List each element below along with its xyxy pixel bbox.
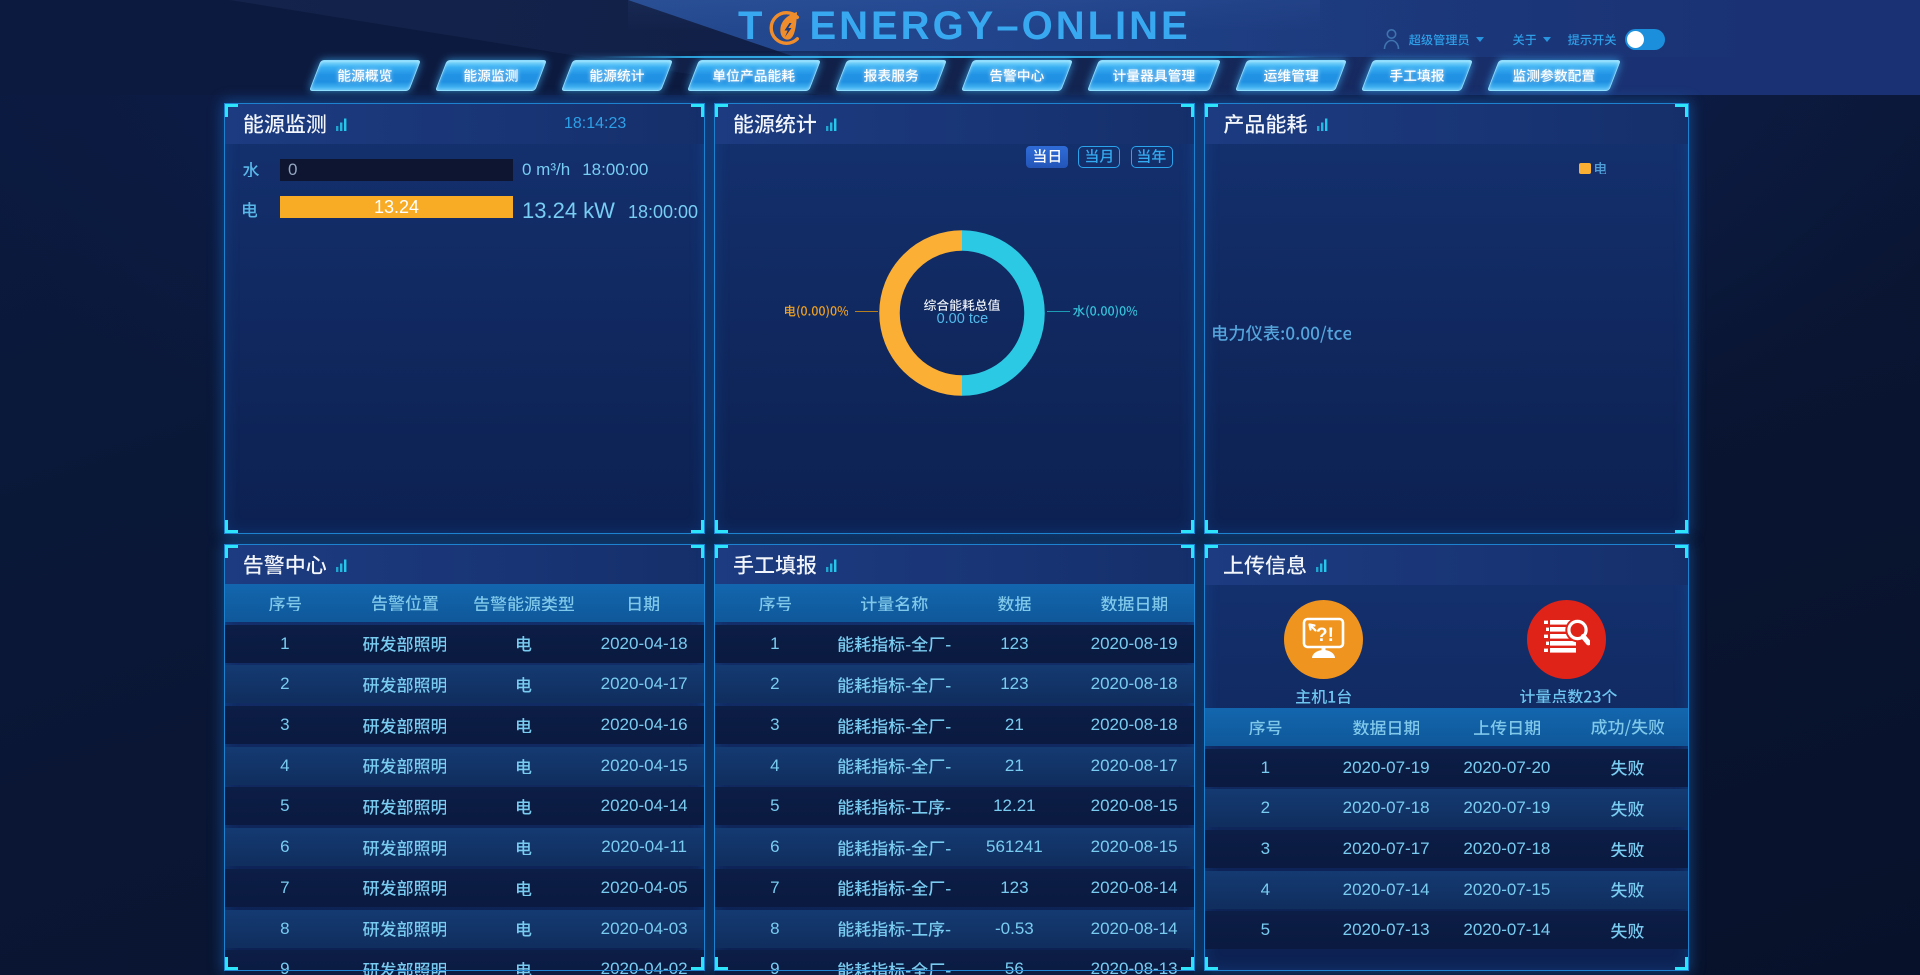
svg-text:?!: ?! bbox=[1316, 625, 1334, 646]
